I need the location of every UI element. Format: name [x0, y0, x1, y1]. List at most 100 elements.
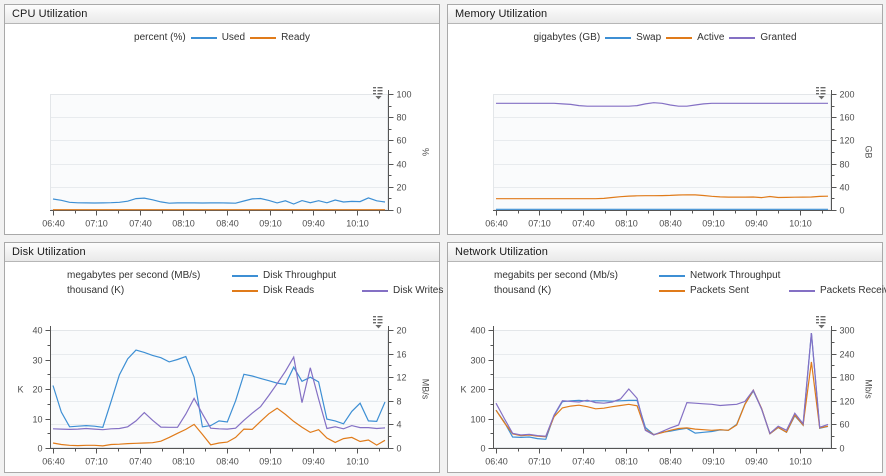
svg-text:400: 400	[470, 326, 485, 336]
page-title: Memory Utilization	[455, 8, 548, 20]
plot-area-network: 0 60 120 180 240 300 Mb/s 0 100 200 K 300 400 06:40 07…	[448, 262, 882, 472]
svg-text:0: 0	[840, 444, 845, 454]
svg-text:08:40: 08:40	[216, 219, 239, 229]
svg-text:06:40: 06:40	[485, 219, 508, 229]
svg-text:80: 80	[840, 160, 850, 170]
svg-text:08:10: 08:10	[615, 457, 638, 467]
svg-text:120: 120	[840, 397, 855, 407]
panel-header-memory: Memory Utilization	[448, 5, 882, 24]
svg-text:300: 300	[470, 356, 485, 366]
svg-text:K: K	[460, 385, 466, 395]
page-title: CPU Utilization	[12, 8, 88, 20]
panel-body-network: megabits per second (Mb/s) Network Throu…	[448, 262, 886, 472]
svg-text:09:10: 09:10	[702, 457, 725, 467]
svg-text:06:40: 06:40	[485, 457, 508, 467]
svg-text:10:10: 10:10	[789, 219, 812, 229]
panel-cell-cpu: CPU Utilization percent (%) Used	[0, 0, 443, 238]
svg-text:10:10: 10:10	[346, 219, 369, 229]
svg-text:4: 4	[397, 420, 402, 430]
panel-cell-network: Network Utilization megabits per second …	[443, 238, 886, 476]
svg-text:30: 30	[32, 356, 42, 366]
svg-text:09:10: 09:10	[259, 457, 282, 467]
svg-text:07:40: 07:40	[572, 457, 595, 467]
svg-text:08:40: 08:40	[659, 457, 682, 467]
svg-text:07:40: 07:40	[572, 219, 595, 229]
svg-text:0: 0	[397, 444, 402, 454]
svg-text:0: 0	[480, 444, 485, 454]
svg-text:10:10: 10:10	[346, 457, 369, 467]
page-title: Disk Utilization	[12, 246, 86, 258]
svg-text:200: 200	[470, 385, 485, 395]
plot-area-cpu: 0 20 40 60 80 100% 06:40 07:10 07:40 08:10 08:40 09…	[5, 24, 439, 234]
svg-text:06:40: 06:40	[42, 457, 65, 467]
svg-text:Mb/s: Mb/s	[864, 379, 874, 399]
svg-text:09:10: 09:10	[702, 219, 725, 229]
svg-text:09:40: 09:40	[745, 219, 768, 229]
chart-svg-cpu[interactable]: 0 20 40 60 80 100% 06:40 07:10 07:40 08:10 08:40 09…	[5, 24, 441, 240]
svg-text:0: 0	[37, 444, 42, 454]
svg-text:08:40: 08:40	[659, 219, 682, 229]
chart-svg-disk[interactable]: 0 4 8 12 16 20 MB/s 0 10 20 K 30 40 06:40 07:10 07:40 08…	[5, 262, 441, 476]
svg-text:09:40: 09:40	[302, 457, 325, 467]
svg-text:0: 0	[397, 206, 402, 216]
page-title: Network Utilization	[455, 246, 548, 258]
legend-options-icon[interactable]	[372, 314, 386, 335]
svg-text:08:10: 08:10	[172, 219, 195, 229]
svg-text:07:40: 07:40	[129, 219, 152, 229]
svg-text:10: 10	[32, 415, 42, 425]
svg-text:40: 40	[840, 183, 850, 193]
panel-header-disk: Disk Utilization	[5, 243, 439, 262]
svg-text:07:10: 07:10	[528, 219, 551, 229]
svg-text:07:10: 07:10	[528, 457, 551, 467]
svg-text:20: 20	[397, 326, 407, 336]
svg-text:0: 0	[840, 206, 845, 216]
svg-text:06:40: 06:40	[42, 219, 65, 229]
svg-text:200: 200	[840, 90, 855, 100]
svg-text:K: K	[17, 385, 23, 395]
plot-area-disk: 0 4 8 12 16 20 MB/s 0 10 20 K 30 40 06:40 07:10 07:40 08…	[5, 262, 439, 472]
panel-body-disk: megabytes per second (MB/s) Disk Through…	[5, 262, 443, 472]
svg-text:08:10: 08:10	[615, 219, 638, 229]
legend-options-icon[interactable]	[372, 85, 386, 106]
svg-text:80: 80	[397, 113, 407, 123]
svg-text:40: 40	[32, 326, 42, 336]
svg-text:20: 20	[32, 385, 42, 395]
svg-text:08:10: 08:10	[172, 457, 195, 467]
svg-text:MB/s: MB/s	[421, 379, 431, 400]
svg-text:8: 8	[397, 397, 402, 407]
svg-text:09:40: 09:40	[302, 219, 325, 229]
svg-text:09:10: 09:10	[259, 219, 282, 229]
svg-text:40: 40	[397, 160, 407, 170]
chart-svg-memory[interactable]: 0 40 80 120 160 200 GB 06:40 07:10 07:40 08:10 08:4…	[448, 24, 884, 240]
panel-memory-utilization: Memory Utilization gigabytes (GB) Swap	[447, 4, 883, 235]
svg-text:180: 180	[840, 373, 855, 383]
svg-text:GB: GB	[864, 145, 874, 158]
svg-text:10:10: 10:10	[789, 457, 812, 467]
panel-header-cpu: CPU Utilization	[5, 5, 439, 24]
panel-cpu-utilization: CPU Utilization percent (%) Used	[4, 4, 440, 235]
svg-text:100: 100	[397, 90, 412, 100]
svg-text:160: 160	[840, 113, 855, 123]
svg-text:08:40: 08:40	[216, 457, 239, 467]
svg-text:300: 300	[840, 326, 855, 336]
svg-text:07:10: 07:10	[85, 219, 108, 229]
svg-text:100: 100	[470, 415, 485, 425]
legend-options-icon[interactable]	[815, 314, 829, 335]
chart-svg-network[interactable]: 0 60 120 180 240 300 Mb/s 0 100 200 K 300 400 06:40 07…	[448, 262, 884, 476]
panel-cell-disk: Disk Utilization megabytes per second (M…	[0, 238, 443, 476]
svg-text:%: %	[421, 148, 431, 156]
legend-options-icon[interactable]	[815, 85, 829, 106]
svg-text:120: 120	[840, 136, 855, 146]
panel-body-memory: gigabytes (GB) Swap Active	[448, 24, 882, 234]
panel-body-cpu: percent (%) Used Ready 0 20 4	[5, 24, 439, 234]
svg-text:60: 60	[840, 420, 850, 430]
svg-text:16: 16	[397, 350, 407, 360]
panel-network-utilization: Network Utilization megabits per second …	[447, 242, 886, 473]
panel-header-network: Network Utilization	[448, 243, 882, 262]
svg-text:09:40: 09:40	[745, 457, 768, 467]
svg-text:07:10: 07:10	[85, 457, 108, 467]
svg-text:12: 12	[397, 373, 407, 383]
svg-text:20: 20	[397, 183, 407, 193]
